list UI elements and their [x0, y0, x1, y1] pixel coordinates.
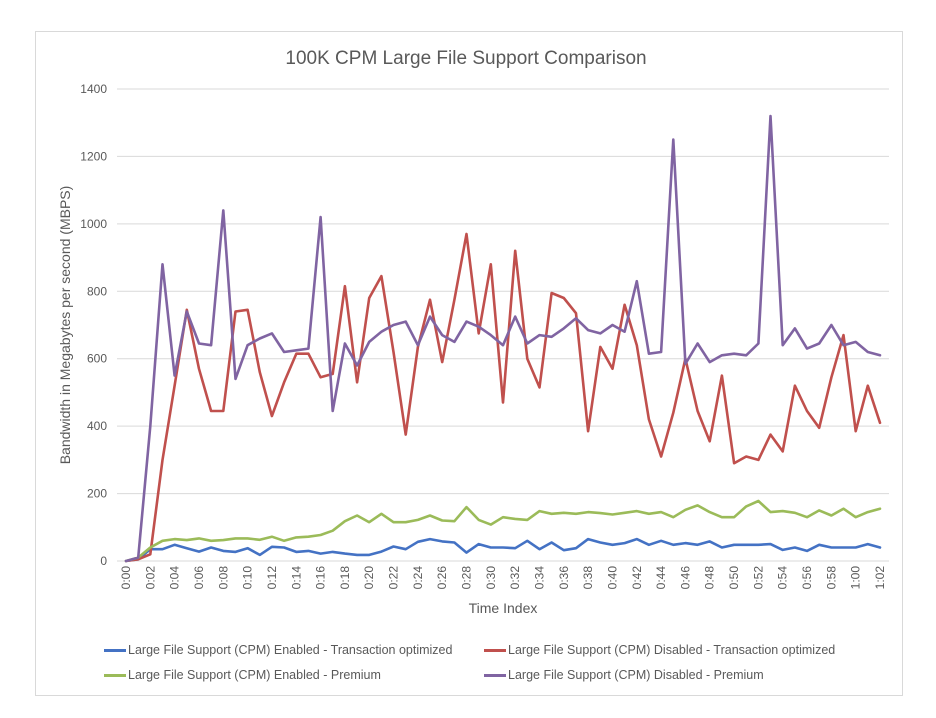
x-tick-label: 0:02 — [143, 566, 157, 590]
y-tick-label: 800 — [87, 284, 107, 298]
y-tick-label: 0 — [100, 554, 107, 568]
x-tick-label: 0:42 — [630, 566, 644, 590]
x-axis-label: Time Index — [469, 600, 538, 616]
legend-swatch — [104, 648, 126, 652]
y-tick-label: 600 — [87, 352, 107, 366]
x-tick-label: 0:32 — [508, 566, 522, 590]
x-tick-label: 0:38 — [581, 566, 595, 590]
x-tick-label: 0:04 — [168, 566, 182, 590]
x-tick-label: 0:16 — [314, 566, 328, 590]
series-lines — [124, 114, 882, 563]
y-axis-label: Bandwidth in Megabytes per second (MBPS) — [57, 186, 73, 465]
x-tick-label: 1:02 — [873, 566, 887, 590]
x-tick-label: 0:22 — [387, 566, 401, 590]
chart-title: 100K CPM Large File Support Comparison — [285, 48, 646, 69]
x-tick-label: 0:26 — [435, 566, 449, 590]
x-tick-label: 0:20 — [362, 566, 376, 590]
x-tick-label: 0:52 — [751, 566, 765, 590]
x-tick-label: 0:40 — [605, 566, 619, 590]
y-axis-ticks: 0 200 400 600 800 1000 1200 1400 — [80, 82, 107, 568]
x-tick-label: 0:56 — [800, 566, 814, 590]
y-tick-label: 200 — [87, 487, 107, 501]
chart-frame — [35, 31, 903, 696]
x-tick-label: 0:50 — [727, 566, 741, 590]
legend-swatch — [484, 673, 506, 677]
legend-item-disabled-transaction: Large File Support (CPM) Disabled - Tran… — [484, 643, 835, 657]
x-tick-label: 0:34 — [532, 566, 546, 590]
legend-label: Large File Support (CPM) Disabled - Tran… — [508, 643, 836, 657]
gridlines — [117, 88, 889, 562]
x-tick-label: 0:10 — [241, 566, 255, 590]
series-line-2 — [124, 499, 882, 563]
x-tick-label: 0:12 — [265, 566, 279, 590]
legend-item-disabled-premium: Large File Support (CPM) Disabled - Prem… — [484, 668, 764, 682]
x-tick-label: 0:30 — [484, 566, 498, 590]
legend-swatch — [104, 673, 126, 677]
x-tick-label: 0:24 — [411, 566, 425, 590]
legend-item-enabled-transaction: Large File Support (CPM) Enabled - Trans… — [104, 643, 452, 657]
y-tick-label: 1200 — [80, 149, 107, 163]
x-tick-label: 0:58 — [824, 566, 838, 590]
legend-label: Large File Support (CPM) Enabled - Premi… — [128, 668, 381, 682]
legend-label: Large File Support (CPM) Enabled - Trans… — [128, 643, 453, 657]
x-axis-ticks: 0:00 0:02 0:04 0:06 0:08 0:10 0:12 0:14 0:16 0:18… — [119, 566, 887, 590]
x-tick-label: 0:28 — [460, 566, 474, 590]
y-tick-label: 1000 — [80, 217, 107, 231]
x-tick-label: 0:14 — [289, 566, 303, 590]
x-tick-label: 0:00 — [119, 566, 133, 590]
x-tick-label: 0:44 — [654, 566, 668, 590]
x-tick-label: 0:46 — [678, 566, 692, 590]
x-tick-label: 0:08 — [216, 566, 230, 590]
x-tick-label: 0:54 — [776, 566, 790, 590]
x-tick-label: 0:06 — [192, 566, 206, 590]
legend-label: Large File Support (CPM) Disabled - Prem… — [508, 668, 764, 682]
y-tick-label: 400 — [87, 419, 107, 433]
x-tick-label: 0:18 — [338, 566, 352, 590]
x-tick-label: 1:00 — [849, 566, 863, 590]
series-line-0 — [124, 537, 882, 563]
x-tick-label: 0:36 — [557, 566, 571, 590]
legend-swatch — [484, 648, 506, 652]
series-line-1 — [124, 232, 882, 563]
y-tick-label: 1400 — [80, 82, 107, 96]
series-line-3 — [124, 114, 882, 563]
x-tick-label: 0:48 — [703, 566, 717, 590]
legend-item-enabled-premium: Large File Support (CPM) Enabled - Premi… — [104, 668, 381, 682]
